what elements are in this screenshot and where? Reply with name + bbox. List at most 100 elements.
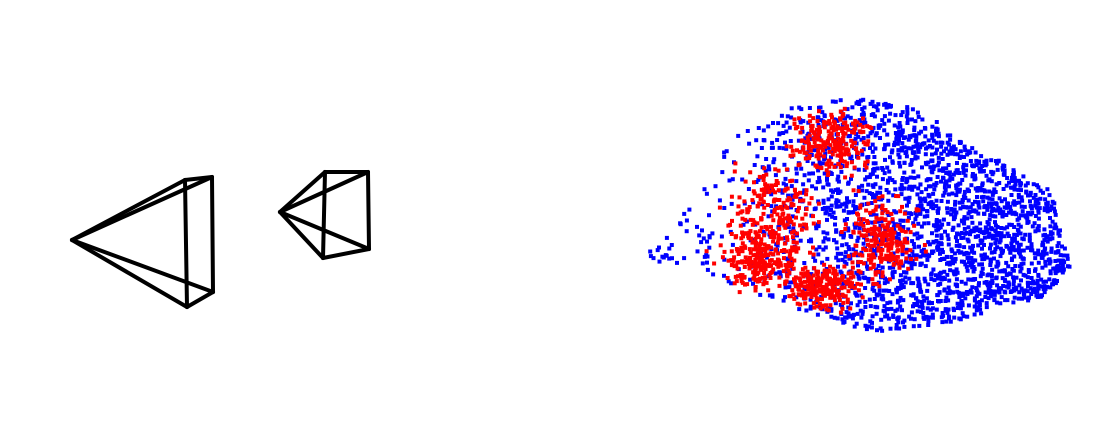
point [868, 248, 873, 253]
point [989, 158, 994, 163]
point [841, 293, 846, 298]
point [947, 291, 952, 296]
point [884, 237, 889, 242]
point [995, 167, 1000, 172]
point [957, 181, 962, 186]
point [818, 306, 823, 311]
point [952, 251, 957, 256]
point [882, 171, 887, 176]
point [781, 181, 786, 186]
point [998, 301, 1003, 306]
point [1022, 204, 1027, 209]
point [789, 184, 794, 189]
point [978, 169, 983, 174]
point [969, 215, 974, 220]
point [907, 134, 912, 139]
point [869, 238, 874, 243]
point [782, 188, 787, 193]
point [926, 240, 931, 245]
point [965, 268, 970, 273]
point [1020, 198, 1025, 203]
point [1065, 256, 1070, 261]
point [733, 274, 738, 279]
point [879, 219, 884, 224]
point [972, 312, 977, 317]
point [856, 263, 860, 268]
point [861, 217, 866, 222]
point [946, 221, 951, 226]
point [891, 235, 896, 240]
point [911, 242, 916, 246]
point [892, 180, 897, 185]
point [841, 208, 846, 213]
point [924, 314, 929, 319]
point [1017, 283, 1022, 288]
point [660, 254, 665, 259]
point [1040, 240, 1045, 245]
point [655, 248, 660, 253]
point [808, 148, 813, 153]
point [784, 144, 789, 149]
point [912, 262, 917, 267]
point [737, 195, 742, 200]
point [844, 204, 849, 209]
point [943, 187, 948, 192]
point [912, 302, 917, 306]
point [953, 256, 958, 261]
point [894, 326, 899, 331]
point [861, 136, 866, 140]
point [729, 194, 734, 199]
point [697, 233, 702, 238]
point [949, 212, 954, 217]
point [766, 124, 771, 129]
point [1014, 275, 1019, 280]
point [794, 166, 799, 171]
point [823, 144, 828, 149]
point [849, 301, 853, 306]
point [991, 170, 996, 175]
point [794, 179, 799, 184]
point [979, 270, 984, 275]
point [1049, 249, 1054, 254]
point [961, 293, 965, 298]
point [777, 215, 782, 220]
point [1019, 204, 1024, 209]
point [870, 287, 875, 292]
point [750, 222, 755, 227]
point [713, 184, 718, 189]
point [888, 326, 893, 331]
point [828, 264, 832, 269]
point [743, 217, 748, 222]
point [872, 224, 877, 229]
point [757, 247, 762, 252]
point [825, 231, 830, 236]
point [801, 147, 806, 152]
point [951, 172, 956, 177]
point [928, 201, 933, 205]
point [803, 265, 808, 270]
point [758, 229, 762, 234]
point [950, 176, 955, 181]
point [896, 298, 900, 303]
point [890, 148, 895, 153]
point [910, 150, 915, 155]
point [857, 252, 862, 257]
point [878, 326, 883, 331]
point [1009, 193, 1014, 197]
point [1030, 248, 1035, 253]
point [951, 269, 956, 274]
point [1018, 224, 1023, 229]
point [864, 248, 868, 253]
point [786, 260, 791, 265]
point [939, 199, 944, 203]
point [1001, 284, 1006, 288]
point [880, 177, 885, 182]
point [799, 271, 804, 276]
point [825, 287, 830, 292]
point [970, 174, 975, 179]
point [856, 189, 861, 193]
point [865, 237, 869, 242]
point [846, 134, 851, 139]
point [945, 255, 950, 259]
point [682, 256, 687, 261]
